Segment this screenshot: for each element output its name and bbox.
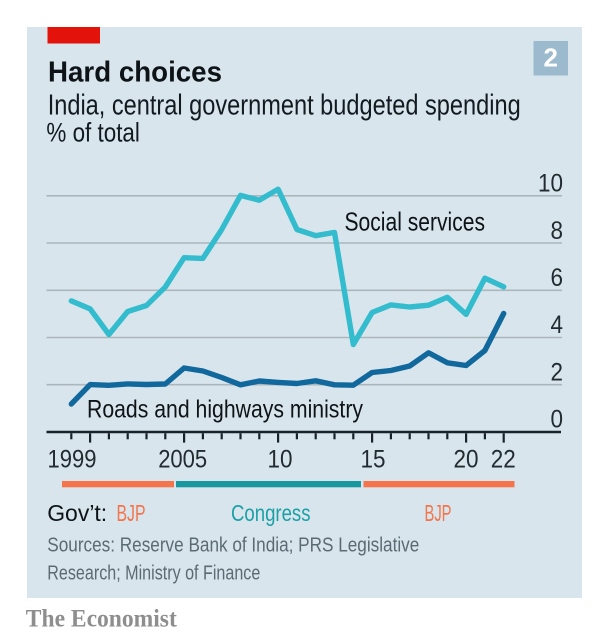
svg-text:Roads and highways ministry: Roads and highways ministry xyxy=(87,396,363,424)
svg-text:22: 22 xyxy=(491,446,516,474)
svg-text:0: 0 xyxy=(551,406,564,434)
svg-text:10: 10 xyxy=(268,446,293,474)
svg-text:15: 15 xyxy=(361,446,386,474)
svg-text:2005: 2005 xyxy=(158,446,207,474)
svg-text:% of total: % of total xyxy=(46,118,139,148)
svg-text:BJP: BJP xyxy=(117,500,146,526)
svg-text:20: 20 xyxy=(454,446,479,474)
svg-text:10: 10 xyxy=(538,170,563,198)
svg-text:Congress: Congress xyxy=(231,500,311,526)
svg-text:Sources: Reserve Bank of India: Sources: Reserve Bank of India; PRS Legi… xyxy=(47,535,419,557)
svg-text:1999: 1999 xyxy=(48,446,97,474)
svg-text:Research; Ministry of Finance: Research; Ministry of Finance xyxy=(47,563,260,585)
svg-text:Gov’t:: Gov’t: xyxy=(47,500,107,526)
svg-text:India, central government budg: India, central government budgeted spend… xyxy=(48,89,521,121)
svg-text:4: 4 xyxy=(551,311,564,339)
svg-text:Social services: Social services xyxy=(345,206,486,236)
svg-text:2: 2 xyxy=(551,358,564,386)
svg-text:The Economist: The Economist xyxy=(26,606,178,633)
svg-text:BJP: BJP xyxy=(425,500,452,526)
svg-text:8: 8 xyxy=(551,217,564,245)
svg-text:6: 6 xyxy=(551,264,564,292)
svg-text:2: 2 xyxy=(543,43,557,73)
svg-text:Hard choices: Hard choices xyxy=(48,57,222,89)
